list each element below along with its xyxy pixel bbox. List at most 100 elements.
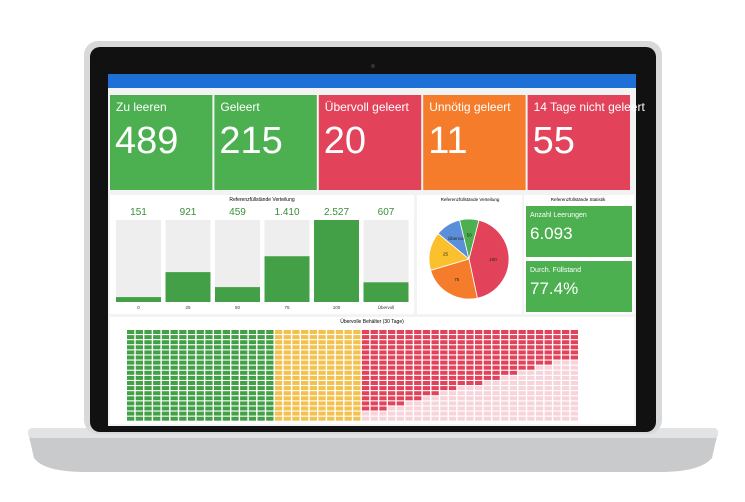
heat-cell [274, 365, 283, 370]
heat-cell [179, 360, 187, 365]
app-header[interactable] [108, 74, 636, 88]
stat-tile [526, 261, 632, 312]
heat-cell [370, 350, 378, 355]
heat-cell [553, 375, 561, 380]
heat-cell [466, 396, 474, 401]
heat-cell [448, 340, 457, 345]
kpi-tile[interactable] [214, 95, 317, 190]
heat-cell [544, 350, 552, 355]
heat-cell [187, 375, 196, 380]
heat-cell [361, 375, 370, 380]
heat-cell [535, 370, 544, 375]
heat-cell [274, 330, 283, 334]
heat-cell [475, 401, 483, 406]
heat-cell [205, 350, 213, 355]
heat-cell [240, 360, 248, 365]
kpi-tile[interactable] [318, 95, 422, 190]
heat-cell [422, 391, 431, 396]
heat-cell [248, 401, 257, 406]
heat-cell [196, 360, 204, 365]
heat-cell [344, 335, 352, 340]
heat-cell [361, 365, 370, 370]
heat-cell [144, 340, 152, 345]
heat-cell [274, 340, 283, 345]
heat-cell [570, 401, 578, 406]
heat-cell [379, 406, 387, 411]
heat-cell [135, 386, 143, 391]
heat-cell [327, 350, 335, 355]
heat-cell [335, 355, 344, 360]
heat-cell [327, 416, 335, 421]
heat-cell [231, 340, 239, 345]
heat-cell [196, 335, 204, 340]
heat-cell [509, 391, 518, 396]
heat-cell [187, 350, 196, 355]
heat-cell [283, 386, 291, 391]
heat-cell [222, 411, 230, 416]
heat-cell [457, 350, 465, 355]
heat-cell [187, 411, 196, 416]
heat-cell [535, 375, 544, 380]
heat-cell [327, 360, 335, 365]
heat-cell [248, 386, 257, 391]
heat-cell [153, 340, 161, 345]
heat-cell [396, 370, 404, 375]
heat-cell [422, 335, 431, 340]
heat-cell [187, 386, 196, 391]
heat-cell [492, 406, 500, 411]
heat-cell [518, 406, 526, 411]
heat-cell [562, 386, 570, 391]
heat-cell [527, 335, 535, 340]
heat-cell [518, 386, 526, 391]
heat-cell [379, 411, 387, 416]
heat-cell [475, 406, 483, 411]
heat-cell [431, 375, 439, 380]
heat-cell [222, 370, 230, 375]
heat-cell [301, 381, 309, 385]
pie-title: Referenzfüllstände Verteilung [441, 197, 500, 202]
heat-cell [535, 360, 544, 365]
heat-cell [318, 375, 326, 380]
heat-cell [483, 360, 491, 365]
heat-cell [562, 391, 570, 396]
heat-cell [466, 340, 474, 345]
heat-cell [414, 396, 422, 401]
heat-cell [327, 396, 335, 401]
heat-cell [544, 360, 552, 365]
heat-cell [492, 365, 500, 370]
heat-cell [240, 396, 248, 401]
kpi-tile[interactable] [110, 95, 213, 190]
kpi-tile[interactable] [423, 95, 526, 190]
heat-cell [292, 340, 300, 345]
heat-cell [466, 350, 474, 355]
heat-cell [274, 396, 283, 401]
heat-cell [161, 360, 170, 365]
heat-cell [283, 411, 291, 416]
heat-cell [231, 411, 239, 416]
heat-cell [535, 386, 544, 391]
heat-cell [405, 406, 413, 411]
heat-cell [431, 365, 439, 370]
kpi-tile[interactable] [527, 95, 630, 190]
heat-cell [388, 355, 396, 360]
heat-cell [483, 370, 491, 375]
heat-cell [475, 345, 483, 350]
heat-cell [422, 386, 431, 391]
heat-cell [448, 335, 457, 340]
heat-cell [405, 416, 413, 421]
bar-category: 75 [284, 305, 290, 310]
heat-cell [388, 406, 396, 411]
heat-cell [205, 375, 213, 380]
heat-cell [248, 391, 257, 396]
camera [371, 64, 375, 68]
heat-cell [179, 330, 187, 334]
heat-cell [527, 386, 535, 391]
heat-cell [292, 375, 300, 380]
heat-cell [457, 360, 465, 365]
heat-cell [248, 370, 257, 375]
heat-cell [353, 345, 361, 350]
heat-cell [309, 396, 317, 401]
heat-cell [144, 350, 152, 355]
heat-cell [274, 391, 283, 396]
heat-cell [405, 401, 413, 406]
